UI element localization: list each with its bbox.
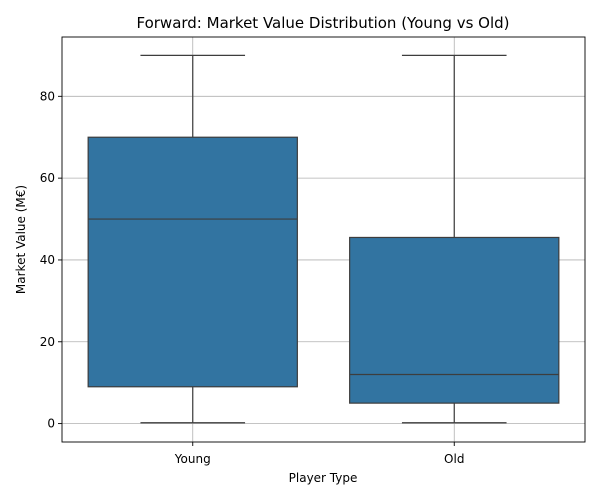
y-tick-label: 40	[40, 253, 55, 267]
y-tick-label: 60	[40, 171, 55, 185]
y-tick-label: 20	[40, 335, 55, 349]
chart-title: Forward: Market Value Distribution (Youn…	[136, 14, 509, 32]
y-axis-ticks: 0 20 40 60 80	[40, 89, 62, 431]
x-axis-ticks: Young Old	[174, 442, 464, 466]
y-tick-label: 0	[47, 417, 55, 431]
y-axis-label: Market Value (M€)	[14, 185, 28, 294]
plot-area-frame	[61, 36, 586, 443]
x-tick-label: Old	[444, 452, 464, 466]
x-axis-label: Player Type	[289, 471, 358, 485]
iqr-box-old	[349, 236, 560, 404]
x-tick-label: Young	[174, 452, 211, 466]
iqr-box-young	[87, 136, 298, 388]
box-group-young	[87, 54, 298, 424]
box-group-old	[349, 54, 560, 424]
y-tick-label: 80	[40, 89, 55, 103]
box-layer	[87, 54, 560, 424]
